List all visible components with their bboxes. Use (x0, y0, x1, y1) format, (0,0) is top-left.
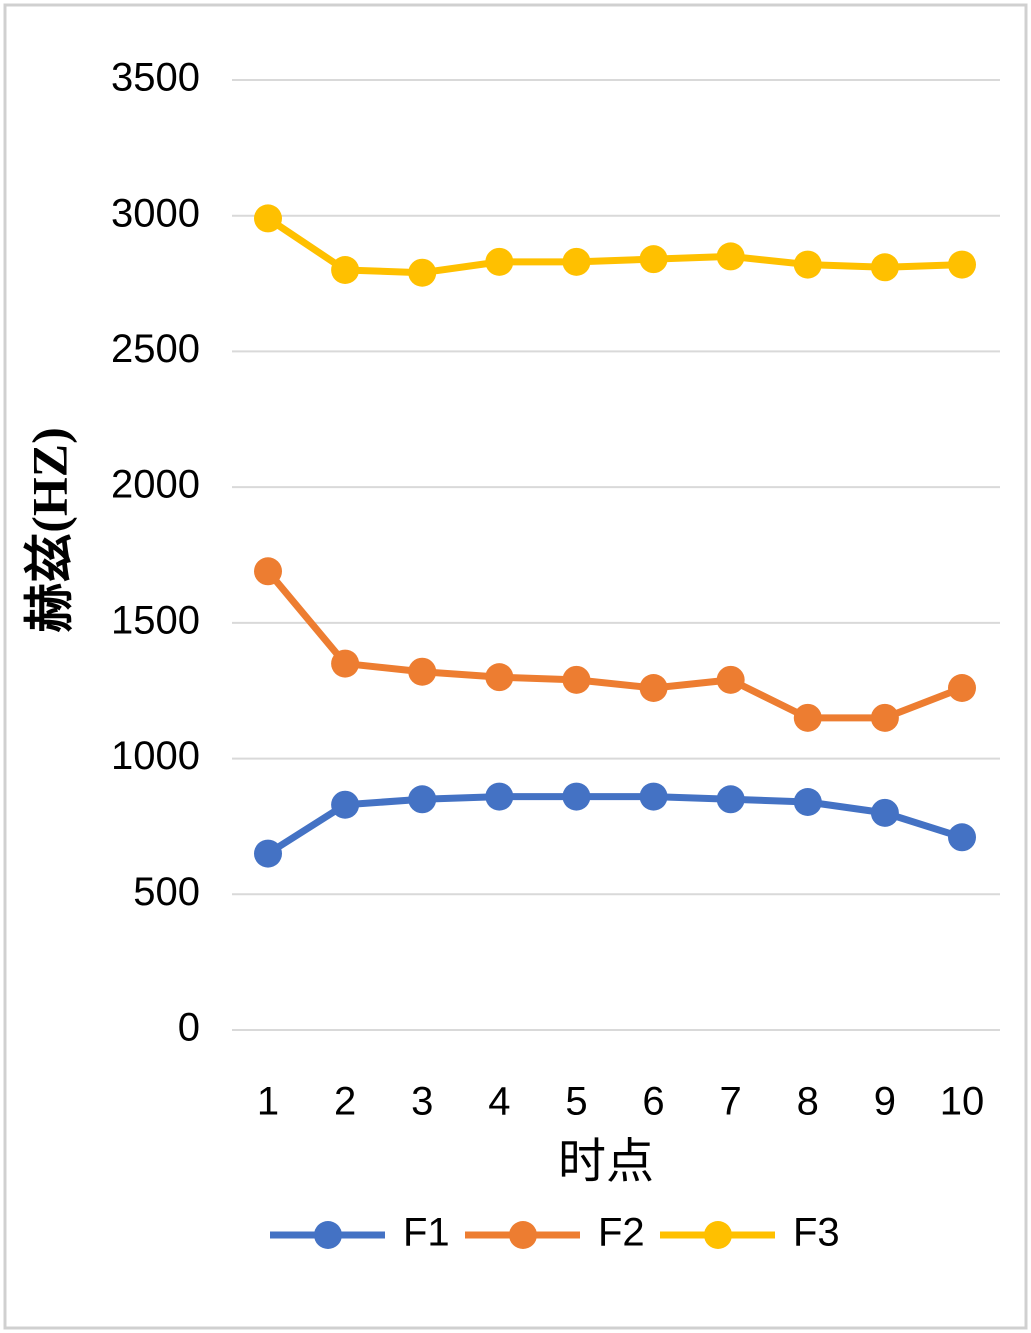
data-point (639, 674, 668, 702)
data-point (870, 798, 899, 827)
x-tick-label: 1 (257, 1080, 279, 1124)
data-point (562, 782, 591, 811)
data-point (408, 258, 437, 287)
data-point (562, 665, 591, 694)
data-point (562, 247, 591, 276)
series-line (266, 793, 964, 857)
data-point (716, 665, 745, 694)
data-point (408, 785, 437, 814)
data-point (331, 790, 360, 819)
chart-frame (3, 3, 1028, 1330)
data-point (408, 657, 437, 686)
data-point (485, 247, 514, 276)
y-tick-label: 3000 (111, 191, 200, 235)
data-point (870, 703, 899, 732)
series-line (265, 569, 964, 722)
y-tick-label: 2500 (111, 327, 200, 371)
y-tick-label: 2000 (111, 463, 200, 507)
data-point (639, 245, 668, 274)
x-tick-label: 10 (940, 1080, 985, 1124)
x-tick-label: 6 (642, 1080, 664, 1124)
data-point (485, 782, 514, 811)
legend-label: F1 (403, 1211, 450, 1255)
data-point (254, 839, 282, 868)
data-point (793, 788, 822, 816)
data-point (485, 663, 514, 692)
y-tick-label: 500 (133, 870, 200, 914)
data-point (948, 674, 976, 702)
data-point (716, 785, 745, 814)
y-tick-label: 3500 (111, 56, 200, 100)
data-point (793, 250, 822, 279)
y-tick-label: 0 (178, 1006, 200, 1050)
data-point (254, 204, 282, 233)
data-point (331, 256, 360, 284)
legend-label: F2 (598, 1211, 645, 1255)
y-tick-label: 1000 (111, 734, 200, 778)
data-point (948, 250, 976, 279)
data-point (639, 782, 668, 811)
x-tick-label: 4 (488, 1080, 510, 1124)
y-axis-title: 赫兹(HZ) (21, 427, 77, 633)
data-point (254, 557, 282, 586)
x-tick-label: 2 (334, 1080, 356, 1124)
data-point (716, 242, 745, 271)
data-point (948, 823, 976, 852)
x-axis-title: 时点 (558, 1136, 654, 1189)
x-tick-label: 8 (797, 1080, 819, 1124)
x-tick-label: 5 (565, 1080, 587, 1124)
y-tick-label: 1500 (111, 598, 200, 642)
legend-label: F3 (793, 1211, 840, 1255)
legend-marker (704, 1221, 732, 1249)
legend-marker (314, 1221, 342, 1249)
series-line (266, 215, 963, 277)
data-point (793, 703, 822, 732)
legend-marker (509, 1221, 537, 1249)
x-tick-label: 7 (720, 1080, 742, 1124)
x-tick-label: 3 (411, 1080, 433, 1124)
x-tick-label: 9 (874, 1080, 896, 1124)
data-point (331, 649, 360, 678)
data-point (870, 253, 899, 282)
